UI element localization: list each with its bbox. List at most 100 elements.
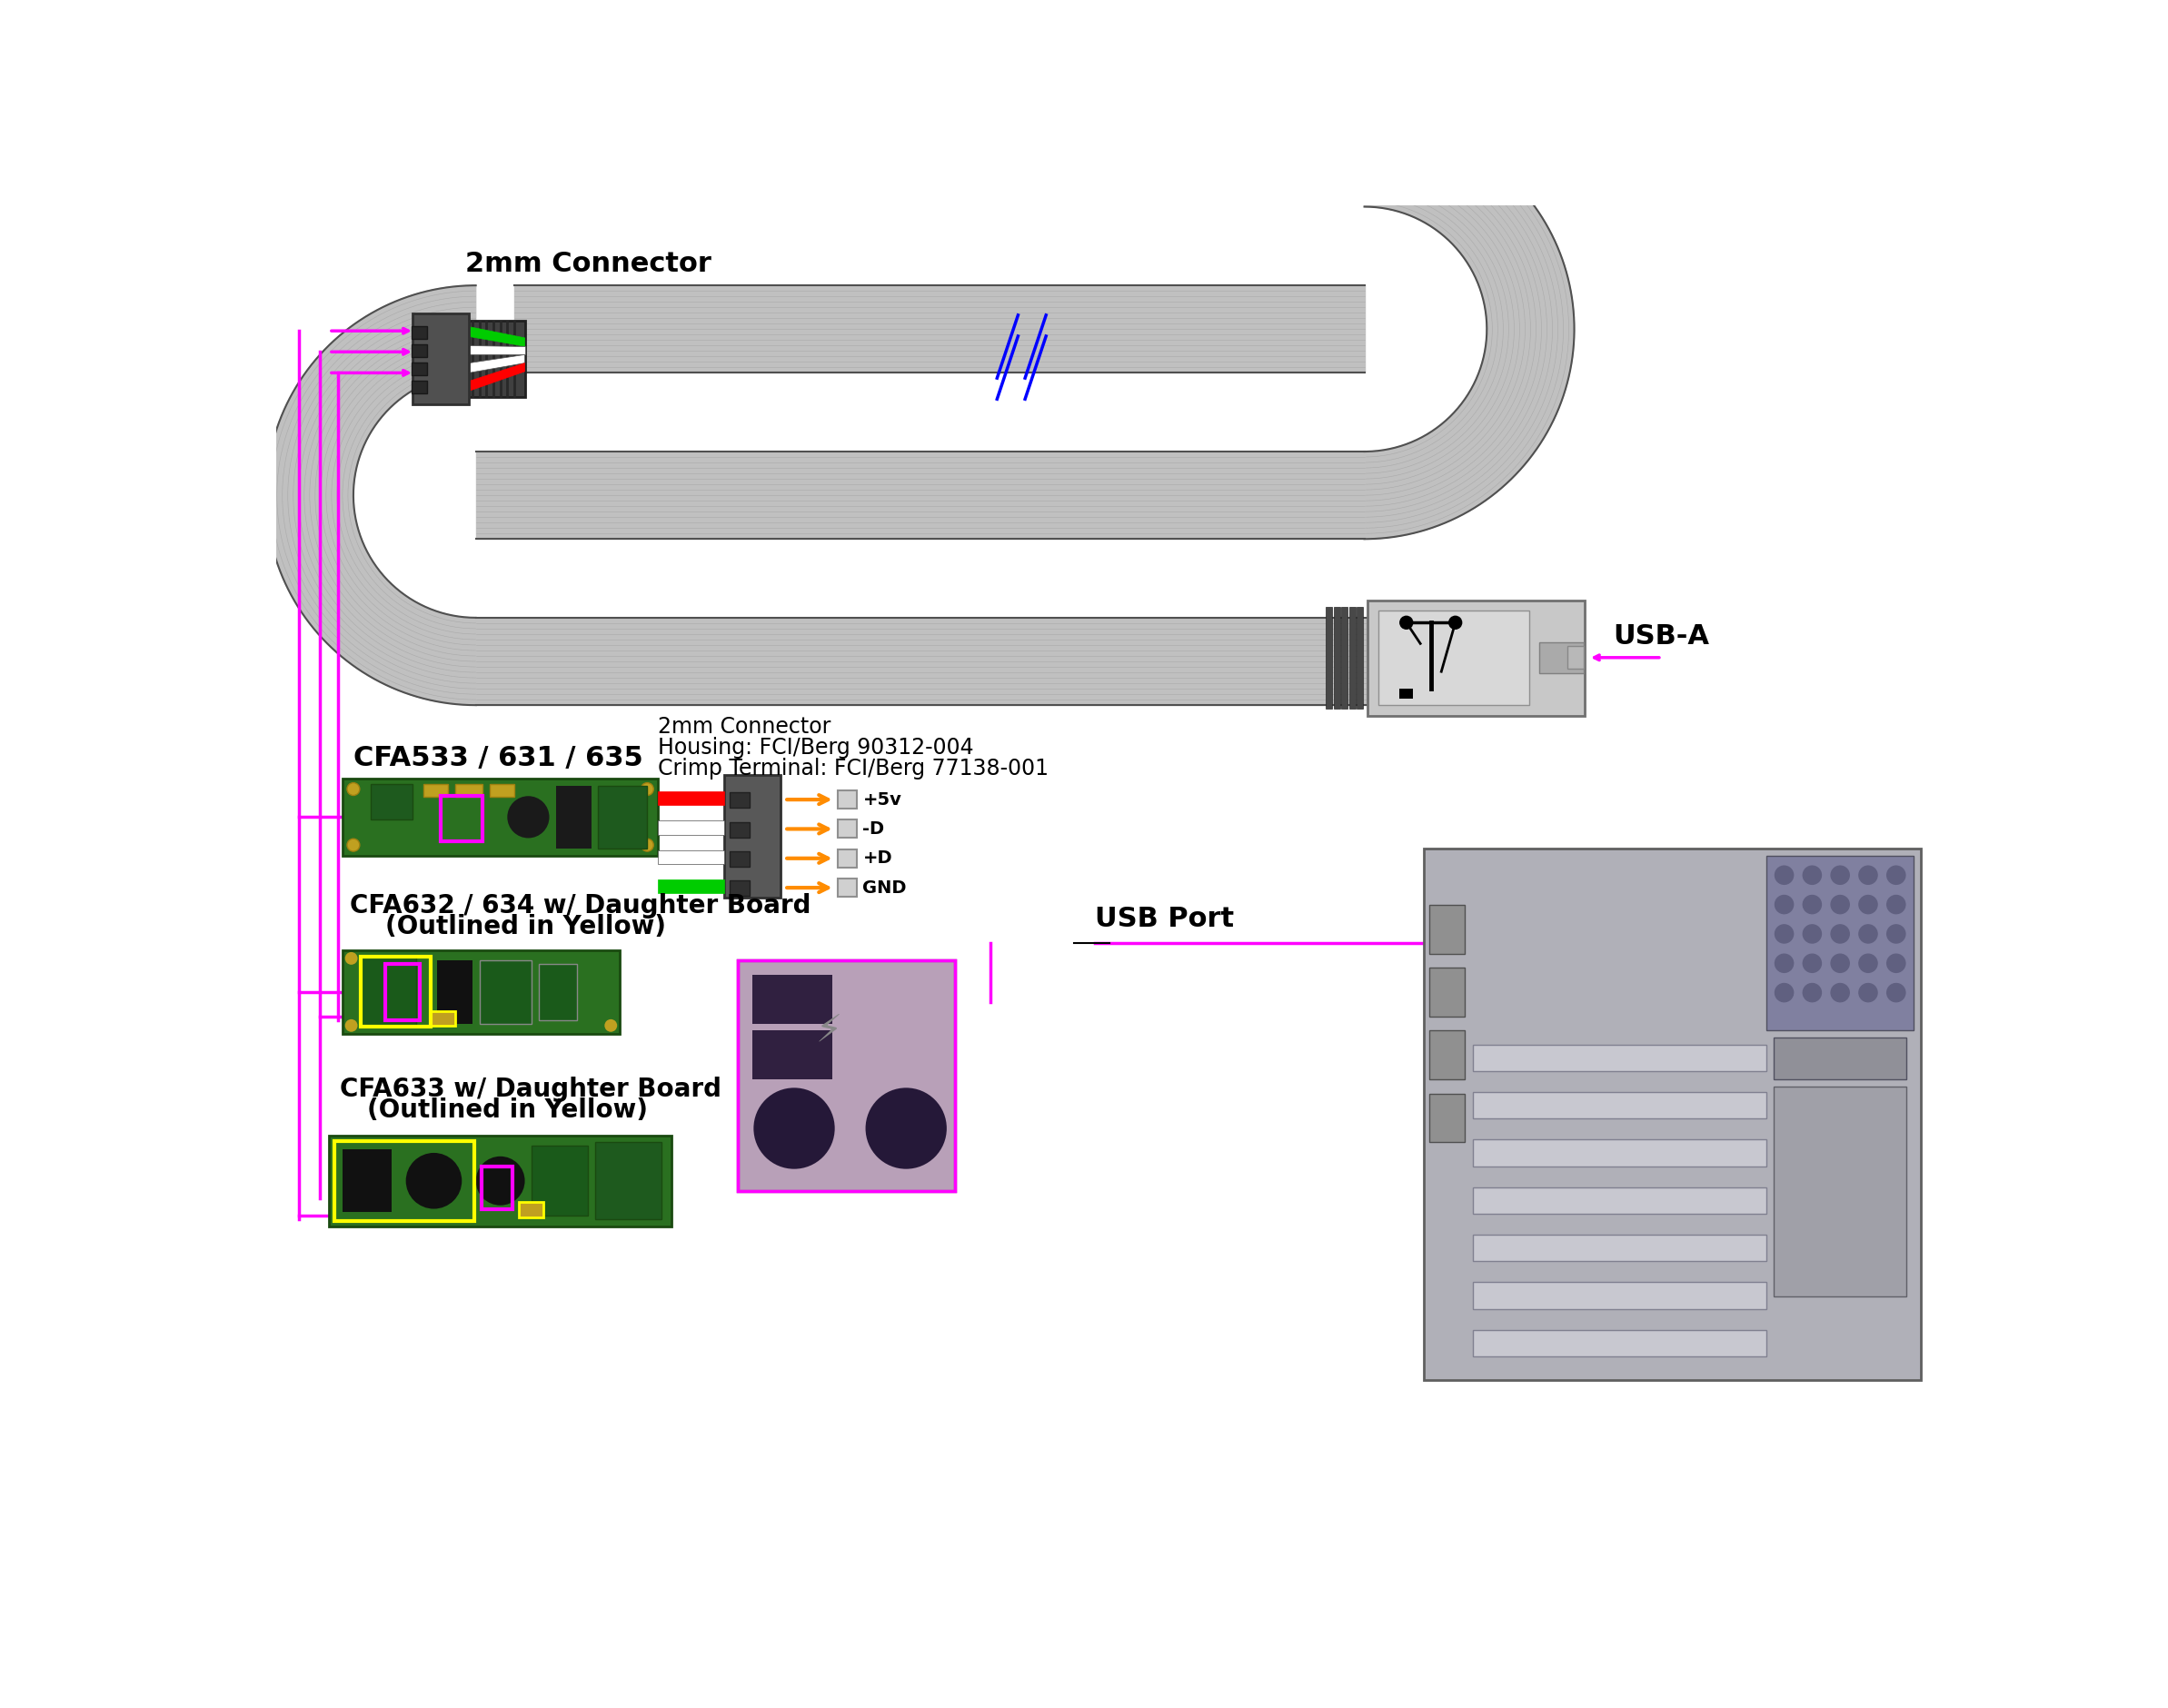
Bar [1567, 646, 1585, 670]
Bar [343, 950, 620, 1033]
Circle shape [1802, 924, 1821, 945]
Bar [1539, 642, 1585, 673]
Bar [731, 793, 750, 808]
Text: 2mm Connector: 2mm Connector [657, 716, 830, 738]
Text: +D: +D [863, 849, 893, 868]
Bar [1424, 849, 1921, 1380]
Bar [598, 786, 648, 849]
Circle shape [345, 1020, 358, 1032]
Circle shape [1858, 895, 1877, 914]
Text: +5v: +5v [863, 791, 902, 808]
Polygon shape [468, 355, 525, 372]
Bar [1429, 967, 1463, 1016]
Circle shape [1830, 953, 1849, 974]
Bar [531, 1146, 588, 1216]
Circle shape [1802, 866, 1821, 885]
Text: (Outlined in Yellow): (Outlined in Yellow) [386, 914, 666, 939]
Circle shape [642, 782, 653, 796]
Bar [1333, 608, 1340, 709]
Bar [594, 1143, 661, 1220]
Circle shape [405, 1153, 462, 1209]
Circle shape [345, 951, 358, 965]
Bar [360, 956, 416, 1027]
Circle shape [754, 1088, 835, 1168]
Bar [1327, 608, 1331, 709]
Bar [1472, 1283, 1767, 1308]
Bar [1472, 1044, 1767, 1071]
Circle shape [507, 796, 549, 839]
Bar [343, 779, 657, 856]
Bar [412, 381, 427, 393]
Circle shape [605, 1020, 618, 1032]
Circle shape [475, 1156, 525, 1206]
Bar [1472, 1139, 1767, 1167]
Circle shape [347, 839, 360, 851]
Circle shape [1886, 895, 1906, 914]
Text: 2mm Connector: 2mm Connector [466, 251, 711, 277]
Circle shape [1886, 924, 1906, 945]
Text: GND: GND [863, 880, 906, 897]
Circle shape [1773, 866, 1793, 885]
Text: CFA533 / 631 / 635: CFA533 / 631 / 635 [353, 745, 644, 772]
Circle shape [642, 839, 653, 851]
Bar [837, 791, 856, 808]
Circle shape [1858, 924, 1877, 945]
Circle shape [1802, 982, 1821, 1003]
Circle shape [1773, 982, 1793, 1003]
Bar [423, 784, 449, 796]
Bar [343, 1149, 392, 1213]
Circle shape [865, 1088, 947, 1168]
Circle shape [1830, 982, 1849, 1003]
Text: ⚡: ⚡ [815, 1011, 843, 1049]
Circle shape [1886, 982, 1906, 1003]
Circle shape [1858, 866, 1877, 885]
Bar [752, 1030, 833, 1079]
Circle shape [1773, 953, 1793, 974]
Circle shape [1802, 895, 1821, 914]
Bar [1429, 1030, 1463, 1079]
Circle shape [1830, 866, 1849, 885]
Circle shape [1858, 982, 1877, 1003]
Circle shape [1830, 895, 1849, 914]
Bar [1429, 905, 1463, 953]
Circle shape [347, 782, 360, 796]
Bar [455, 784, 483, 796]
Text: USB Port: USB Port [1095, 907, 1234, 933]
Bar [657, 791, 724, 804]
Bar [737, 960, 956, 1192]
Bar [479, 960, 531, 1023]
Circle shape [1830, 924, 1849, 945]
Bar [1357, 608, 1364, 709]
Bar [1368, 600, 1585, 716]
Bar [1342, 608, 1348, 709]
Bar [438, 960, 473, 1023]
Bar [837, 849, 856, 868]
Polygon shape [1364, 120, 1574, 540]
Bar [1398, 688, 1414, 699]
Bar [1767, 856, 1914, 1030]
Text: USB-A: USB-A [1613, 623, 1708, 649]
Bar [412, 326, 427, 338]
Bar [360, 956, 429, 1027]
Bar [731, 822, 750, 837]
Circle shape [1398, 615, 1414, 630]
Bar [490, 784, 514, 796]
Bar [540, 963, 577, 1020]
Bar [1773, 1037, 1906, 1079]
Bar [1472, 1187, 1767, 1214]
Text: (Outlined in Yellow): (Outlined in Yellow) [366, 1097, 648, 1122]
Circle shape [1773, 895, 1793, 914]
Bar [657, 880, 724, 893]
Bar [468, 321, 525, 398]
Bar [657, 820, 724, 835]
Bar [334, 1141, 475, 1221]
Polygon shape [468, 345, 525, 355]
Bar [737, 960, 956, 1192]
Bar [518, 1202, 544, 1218]
Bar [1773, 1086, 1906, 1296]
Polygon shape [468, 326, 525, 347]
Circle shape [1886, 866, 1906, 885]
Text: CFA632 / 634 w/ Daughter Board: CFA632 / 634 w/ Daughter Board [349, 893, 811, 919]
Circle shape [1858, 953, 1877, 974]
Bar [1379, 611, 1528, 705]
